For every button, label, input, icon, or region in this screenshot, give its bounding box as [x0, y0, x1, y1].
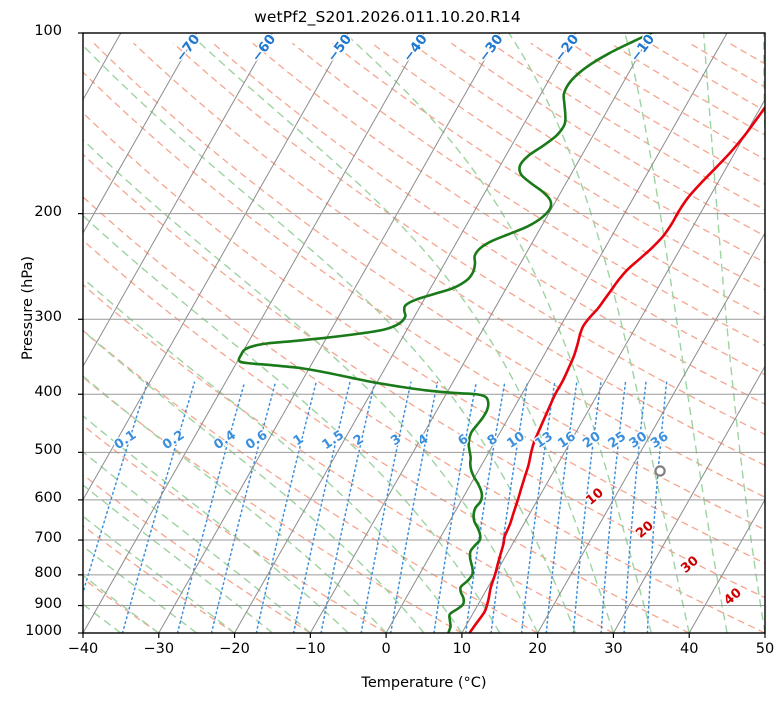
dry-adiabat-line	[83, 239, 690, 633]
plot-background	[83, 33, 765, 633]
isobar-group	[83, 32, 765, 634]
moist-adiabat-line	[83, 214, 501, 633]
dry-adiabat-line	[769, 43, 775, 633]
dewpoint-curve	[237, 33, 653, 633]
moist-adiabat-line	[83, 450, 311, 633]
mixing-ratio-line	[520, 381, 556, 633]
dry-adiabat-line	[252, 42, 765, 376]
sounding-series-group	[237, 33, 765, 633]
dry-adiabat-line	[83, 376, 463, 633]
moist-adiabat-line	[83, 515, 235, 633]
y-axis-label: Pressure (hPa)	[20, 256, 36, 361]
y-tick-label: 600	[34, 489, 62, 506]
mixing-ratio-line	[433, 381, 478, 633]
dry-adiabat-line	[172, 42, 765, 436]
plot-border	[82, 32, 766, 634]
y-tick-label: 200	[34, 203, 62, 220]
x-tick-label: 20	[528, 641, 547, 657]
y-tick-label: 100	[34, 23, 62, 39]
dry-adiabat-line	[83, 424, 387, 633]
moist-adiabat-line	[188, 33, 615, 633]
moist-adiabat-line	[344, 33, 653, 633]
isotherm-line	[688, 498, 765, 633]
moist-adiabat-line	[508, 33, 690, 633]
tick-mark-group	[78, 32, 766, 638]
dry-adiabat-line	[93, 42, 765, 498]
x-tick-label: −40	[67, 641, 99, 657]
isotherm-group	[83, 33, 765, 633]
marker-group	[654, 465, 666, 477]
moist-adiabat-line	[83, 44, 577, 633]
y-tick-label: 500	[34, 442, 62, 459]
x-tick-label: −20	[219, 641, 250, 657]
y-tick-label: 900	[34, 595, 62, 612]
x-axis-label: Temperature (°C)	[361, 675, 487, 691]
moist-adiabat-line	[83, 329, 425, 633]
y-tick-label: 800	[34, 564, 62, 581]
dry-adiabat-line	[83, 283, 614, 633]
mixing-ratio-line	[83, 381, 149, 596]
isotherm-line	[537, 231, 765, 633]
mixing-ratio-line	[572, 381, 602, 633]
page-title: wetPf2_S201.2026.011.10.20.R14	[254, 8, 521, 26]
dry-adiabat-line	[292, 42, 765, 347]
moist-adiabat-group	[83, 33, 765, 633]
mixing-ratio-line	[623, 381, 647, 633]
x-tick-label: −10	[295, 641, 326, 657]
dry-adiabat-line	[212, 42, 765, 405]
dry-adiabat-line	[83, 525, 235, 633]
x-tick-label: 50	[755, 641, 775, 657]
dry-adiabat-line	[331, 42, 765, 319]
lcl-marker	[654, 465, 666, 477]
moist-adiabat-line	[624, 33, 728, 633]
mixing-ratio-line	[545, 381, 578, 633]
x-tick-label: 10	[452, 641, 472, 657]
moist-adiabat-line	[83, 574, 160, 633]
isotherm-line	[309, 33, 652, 633]
mixing-ratio-line	[600, 381, 627, 633]
moist-adiabat-line	[83, 484, 273, 633]
y-tick-label: 700	[34, 530, 62, 547]
dry-adiabat-line	[83, 196, 765, 633]
isotherm-line	[158, 33, 501, 633]
isotherm-line	[83, 33, 273, 368]
dry-adiabat-line	[371, 42, 765, 291]
isotherm-line	[83, 33, 198, 235]
isotherm-line	[234, 33, 576, 633]
x-tick-label: 30	[604, 641, 623, 657]
mixing-ratio-line	[360, 381, 412, 633]
isotherm-line	[613, 365, 765, 633]
mixing-ratio-line	[176, 381, 246, 633]
isotherm-line	[764, 631, 765, 633]
moist-adiabat-line	[83, 545, 198, 633]
x-tick-label: 0	[381, 641, 391, 657]
x-tick-label: −30	[143, 641, 175, 657]
x-tick-label: 40	[679, 641, 699, 657]
mixing-ratio-line	[210, 381, 277, 633]
moist-adiabat-line	[83, 277, 463, 633]
moist-adiabat-line	[702, 33, 765, 633]
isotherm-line	[83, 33, 349, 501]
isotherm-line	[83, 33, 425, 633]
dry-adiabat-line	[133, 42, 765, 467]
dry-adiabat-line	[83, 577, 160, 633]
dry-adiabat-line	[83, 153, 765, 599]
y-tick-label: 1000	[25, 623, 62, 639]
moist-adiabat-line	[83, 375, 387, 633]
isotherm-line	[385, 33, 728, 633]
temperature-curve	[468, 105, 765, 633]
mixing-ratio-line	[646, 381, 668, 633]
y-tick-label: 300	[34, 309, 62, 326]
mixing-ratio-line	[121, 381, 196, 633]
mixing-ratio-line	[390, 381, 439, 633]
y-tick-label: 400	[34, 384, 62, 401]
